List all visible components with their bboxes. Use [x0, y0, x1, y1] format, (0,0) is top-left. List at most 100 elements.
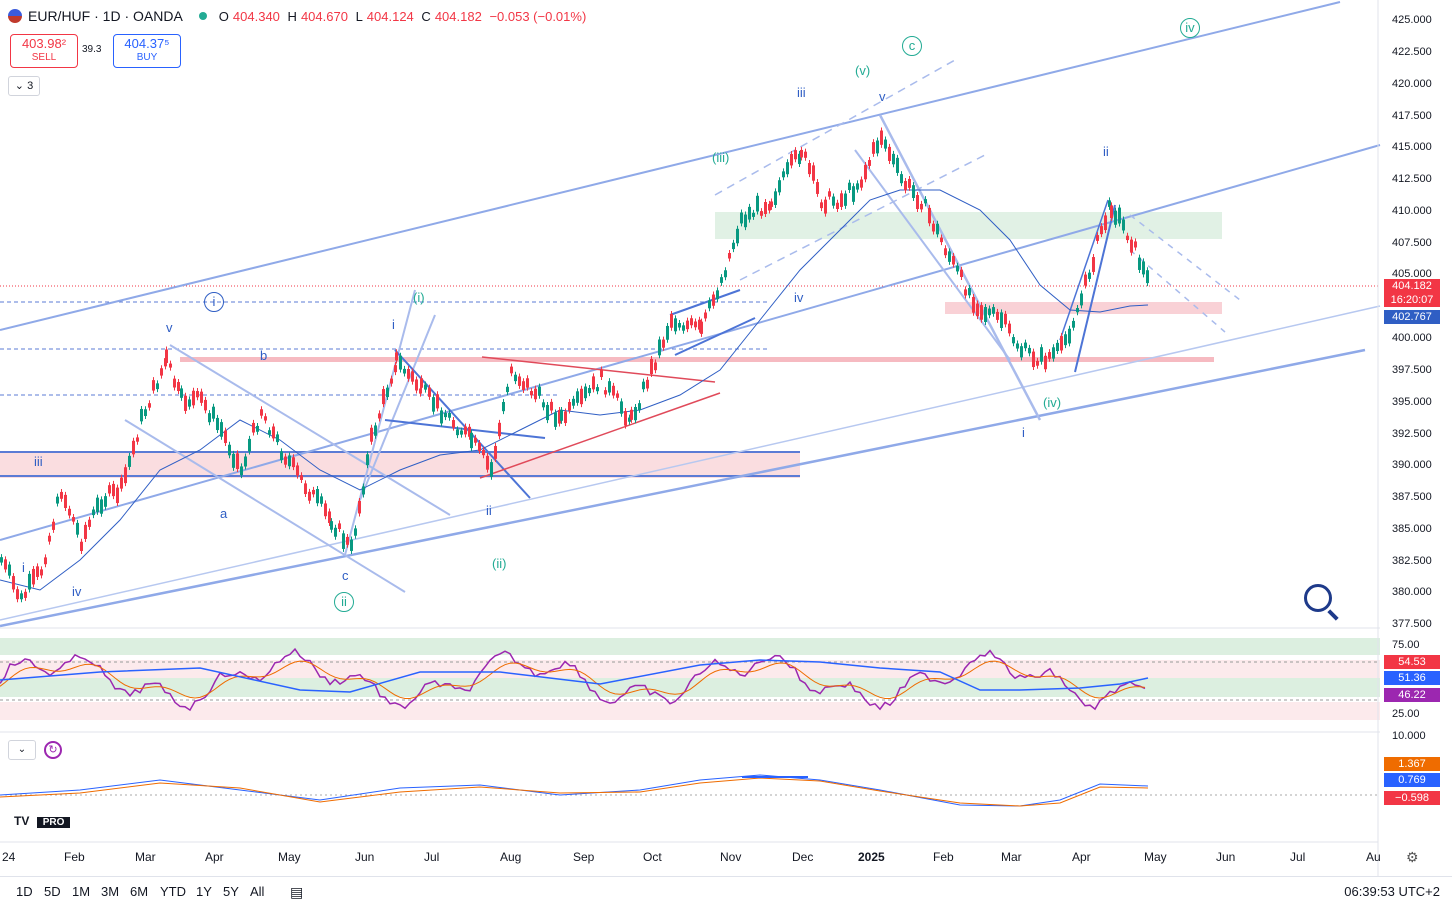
timeframe-1m[interactable]: 1M: [72, 884, 91, 899]
buy-button[interactable]: 404.37⁵ BUY: [113, 34, 181, 68]
candle: [252, 422, 255, 433]
wave-label: i: [1022, 425, 1025, 440]
candle: [678, 323, 681, 328]
candle: [1126, 235, 1129, 241]
candle: [980, 305, 983, 320]
date-range-icon[interactable]: ▤: [290, 884, 304, 900]
candle: [72, 517, 75, 522]
candle: [173, 378, 176, 388]
countdown-badge: 16:20:07: [1384, 293, 1440, 307]
symbol-title[interactable]: EUR/HUF · 1D · OANDA: [28, 8, 183, 24]
candle: [760, 211, 763, 216]
timeframe-6m[interactable]: 6M: [130, 884, 149, 899]
timeframe-1d[interactable]: 1D: [16, 884, 33, 899]
candle: [732, 242, 735, 250]
high-value: 404.670: [300, 8, 348, 24]
time-label: May: [278, 850, 301, 864]
time-label: Mar: [1001, 850, 1022, 864]
candle: [1012, 337, 1015, 344]
candle: [448, 412, 451, 418]
candle: [876, 140, 879, 154]
time-label: Apr: [1072, 850, 1091, 864]
candle: [600, 369, 603, 378]
candle: [624, 410, 627, 426]
timeframe-1y[interactable]: 1Y: [196, 884, 212, 899]
indicators-toggle[interactable]: ⌄ 3: [8, 76, 40, 96]
candle: [440, 410, 443, 424]
candle: [592, 376, 595, 390]
candle: [848, 182, 851, 191]
candle: [1056, 342, 1059, 352]
timeframe-5d[interactable]: 5D: [44, 884, 61, 899]
candle: [56, 496, 59, 504]
time-label: Jun: [355, 850, 375, 864]
clock[interactable]: 06:39:53 UTC+2: [1344, 884, 1440, 899]
candle: [460, 430, 463, 435]
candle: [148, 403, 151, 408]
candle: [940, 237, 943, 243]
candle: [220, 422, 223, 437]
gear-icon[interactable]: ⚙: [1406, 849, 1419, 865]
candle: [596, 387, 599, 392]
candle: [534, 388, 537, 400]
candle: [616, 393, 619, 398]
timeframe-3m[interactable]: 3M: [101, 884, 120, 899]
candle: [366, 454, 369, 466]
wave-label: i: [204, 292, 224, 312]
candle: [704, 312, 707, 319]
sell-label: SELL: [31, 52, 57, 63]
timeframe-all[interactable]: All: [250, 884, 265, 899]
timeframe-5y[interactable]: 5Y: [223, 884, 239, 899]
candle: [36, 566, 39, 577]
price-label: 425.000: [1392, 14, 1432, 26]
candle: [572, 398, 575, 406]
candle: [748, 206, 751, 220]
candle: [232, 453, 235, 468]
candle: [370, 427, 373, 442]
candle: [132, 440, 135, 455]
candle: [40, 569, 43, 576]
spread-value: 39.3: [82, 44, 102, 55]
magnifier-icon[interactable]: [1304, 584, 1332, 612]
candle: [216, 417, 219, 431]
refresh-icon[interactable]: ↻: [44, 741, 62, 759]
candle: [992, 307, 995, 314]
timeframe-ytd[interactable]: YTD: [160, 884, 186, 899]
price-label: 377.500: [1392, 618, 1432, 630]
time-label: Aug: [500, 850, 522, 864]
time-label: Jul: [1290, 850, 1306, 864]
sell-price: 403.98²: [21, 36, 67, 51]
candle: [48, 535, 51, 542]
price-label: 422.500: [1392, 46, 1432, 58]
candle: [900, 174, 903, 184]
sell-button[interactable]: 403.98² SELL: [10, 34, 78, 68]
candle: [932, 223, 935, 232]
candle: [52, 521, 55, 530]
pane-collapse-button[interactable]: ⌄: [8, 740, 36, 760]
candle: [952, 256, 955, 265]
candle: [1060, 336, 1063, 351]
candle: [452, 420, 455, 428]
price-label: 405.000: [1392, 268, 1432, 280]
candle: [812, 165, 815, 181]
candle: [860, 179, 863, 188]
candle: [382, 389, 385, 405]
candle: [180, 388, 183, 398]
candle: [456, 429, 459, 436]
candle: [588, 387, 591, 394]
candle: [564, 411, 567, 424]
time-label: Nov: [720, 850, 742, 864]
candle: [1118, 207, 1121, 224]
candle: [1104, 215, 1107, 231]
logo-pro-label: PRO: [36, 817, 71, 828]
time-label: Feb: [64, 850, 85, 864]
candle: [88, 519, 91, 527]
wave-label: (i): [413, 290, 425, 305]
candle: [474, 437, 477, 443]
candle: [972, 296, 975, 313]
candle: [774, 191, 777, 205]
candle: [284, 456, 287, 465]
candle: [208, 413, 211, 423]
candle: [354, 528, 357, 536]
